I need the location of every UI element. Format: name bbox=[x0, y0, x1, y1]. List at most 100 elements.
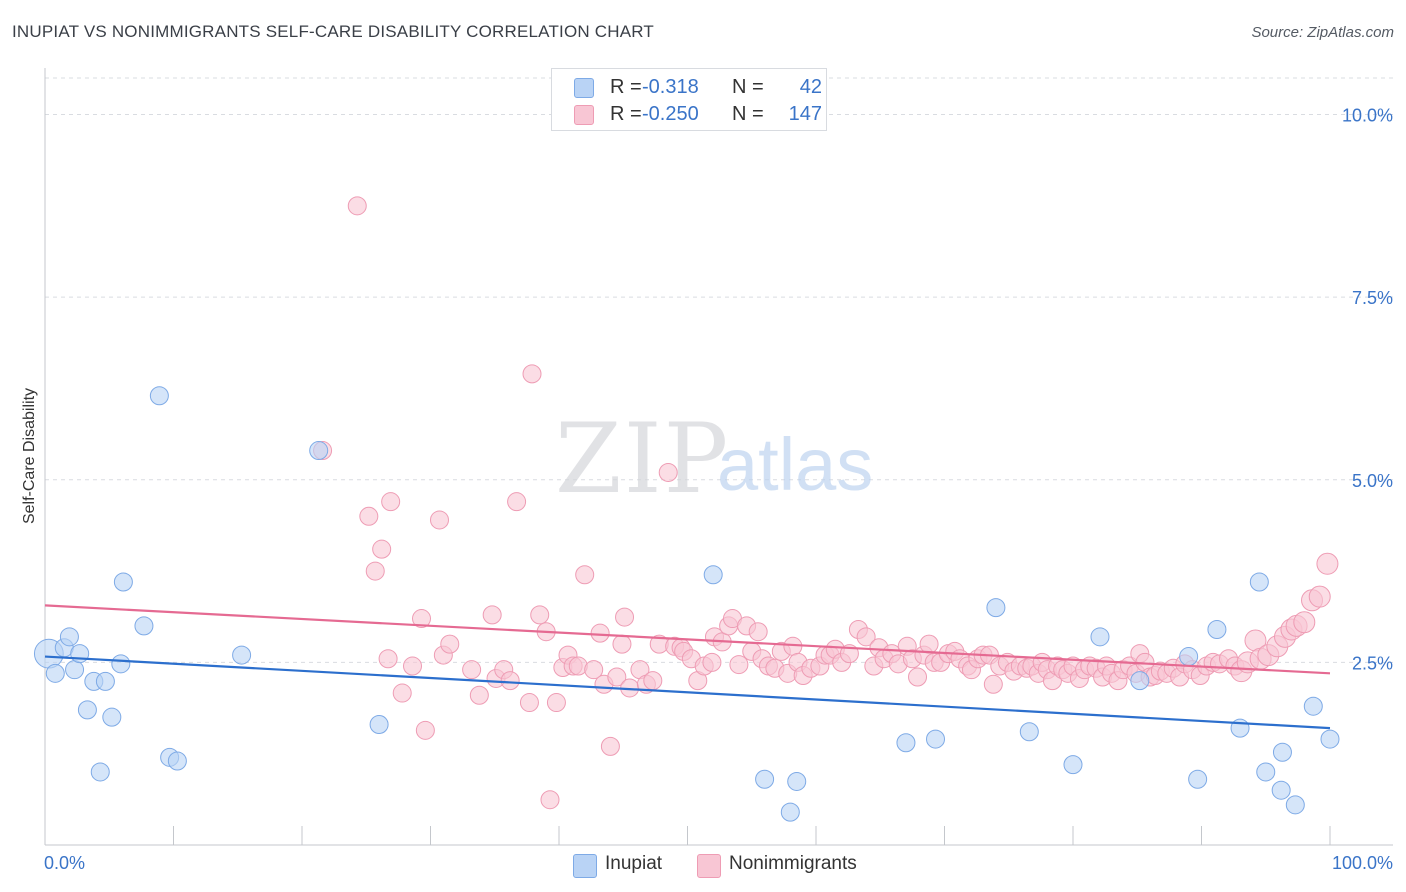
inupiat-point bbox=[896, 733, 916, 753]
inupiat-point bbox=[1272, 742, 1292, 762]
inupiat-point bbox=[755, 769, 775, 789]
inupiat-point bbox=[703, 565, 723, 585]
inupiat-point bbox=[95, 671, 115, 691]
inupiat-point bbox=[1090, 627, 1110, 647]
y-tick-label: 7.5% bbox=[1352, 288, 1393, 308]
inupiat-point bbox=[1285, 795, 1305, 815]
nonimmigrants-point bbox=[507, 492, 527, 512]
inupiat-point bbox=[1303, 696, 1323, 716]
nonimmigrants-point bbox=[365, 561, 385, 581]
nonimmigrants-point bbox=[429, 510, 449, 530]
y-tick-labels: 2.5% 5.0% 7.5% 10.0% bbox=[1342, 106, 1393, 674]
nonimmigrants-point bbox=[908, 667, 928, 687]
inupiat-point bbox=[90, 762, 110, 782]
n-value: 42 bbox=[799, 76, 822, 98]
nonimmigrants-point bbox=[607, 667, 627, 687]
nonimmigrants-point bbox=[1293, 611, 1316, 634]
inupiat-trend-line bbox=[44, 655, 1331, 730]
nonimmigrants-point bbox=[658, 462, 678, 482]
r-value: -0.318 bbox=[642, 76, 699, 98]
inupiat-point bbox=[1249, 572, 1269, 592]
nonimmigrants-swatch bbox=[697, 854, 721, 878]
nonimmigrants-point bbox=[983, 674, 1003, 694]
legend-label: Inupiat bbox=[605, 853, 663, 874]
inupiat-point bbox=[1271, 780, 1291, 800]
nonimmigrants-point bbox=[612, 634, 632, 654]
nonimmigrants-point bbox=[381, 492, 401, 512]
r-value: -0.250 bbox=[642, 103, 699, 125]
legend-label: Nonimmigrants bbox=[729, 853, 857, 874]
y-tick-label: 2.5% bbox=[1352, 653, 1393, 673]
nonimmigrants-point bbox=[412, 609, 432, 629]
n-label: N = bbox=[732, 103, 764, 125]
inupiat-point bbox=[113, 572, 133, 592]
nonimmigrants-swatch bbox=[574, 105, 594, 125]
inupiat-point bbox=[1188, 769, 1208, 789]
inupiat-point bbox=[77, 700, 97, 720]
nonimmigrants-point bbox=[347, 196, 367, 216]
nonimmigrants-point bbox=[522, 364, 542, 384]
inupiat-point bbox=[167, 751, 187, 771]
inupiat-point bbox=[1019, 722, 1039, 742]
inupiat-point bbox=[232, 645, 252, 665]
n-label: N = bbox=[732, 76, 764, 98]
nonimmigrants-point bbox=[392, 683, 412, 703]
nonimmigrants-point bbox=[359, 506, 379, 526]
inupiat-point bbox=[134, 616, 154, 636]
x-ticks bbox=[44, 826, 1331, 845]
inupiat-points bbox=[33, 386, 1340, 822]
inupiat-swatch bbox=[573, 854, 597, 878]
inupiat-point bbox=[111, 654, 131, 674]
nonimmigrants-point bbox=[919, 634, 939, 654]
x-tick-label-min: 0.0% bbox=[44, 853, 85, 873]
inupiat-point bbox=[1320, 729, 1340, 749]
inupiat-point bbox=[1256, 762, 1276, 782]
nonimmigrants-point bbox=[546, 693, 566, 713]
nonimmigrants-point bbox=[540, 790, 560, 810]
nonimmigrants-point bbox=[462, 660, 482, 680]
inupiat-point bbox=[780, 802, 800, 822]
nonimmigrants-point bbox=[530, 605, 550, 625]
chart-title: INUPIAT VS NONIMMIGRANTS SELF-CARE DISAB… bbox=[12, 22, 655, 41]
y-tick-label: 5.0% bbox=[1352, 471, 1393, 491]
inupiat-point bbox=[926, 729, 946, 749]
nonimmigrants-point bbox=[600, 736, 620, 756]
inupiat-point bbox=[1130, 671, 1150, 691]
nonimmigrants-point bbox=[748, 622, 768, 642]
inupiat-swatch bbox=[574, 78, 594, 98]
series-legend: Inupiat Nonimmigrants bbox=[0, 852, 1406, 878]
nonimmigrants-point bbox=[403, 656, 423, 676]
nonimmigrants-point bbox=[519, 693, 539, 713]
inupiat-point bbox=[45, 663, 65, 683]
nonimmigrants-point bbox=[643, 671, 663, 691]
nonimmigrants-point bbox=[500, 671, 520, 691]
nonimmigrants-point bbox=[590, 623, 610, 643]
inupiat-point bbox=[1179, 647, 1199, 667]
r-label: R = bbox=[610, 76, 642, 98]
x-tick-label-max: 100.0% bbox=[1332, 853, 1393, 873]
inupiat-point bbox=[369, 714, 389, 734]
nonimmigrants-point bbox=[575, 565, 595, 585]
inupiat-point bbox=[149, 386, 169, 406]
correlation-legend: R = -0.318 N = 42 R = -0.250 N = 147 bbox=[551, 68, 827, 131]
watermark-atlas: atlas bbox=[717, 423, 873, 506]
axes bbox=[44, 68, 1393, 846]
inupiat-point bbox=[59, 627, 79, 647]
inupiat-point bbox=[102, 707, 122, 727]
nonimmigrants-trend-line bbox=[44, 604, 1331, 675]
nonimmigrants-point bbox=[482, 605, 502, 625]
inupiat-point bbox=[1207, 620, 1227, 640]
nonimmigrants-point bbox=[1316, 552, 1339, 575]
nonimmigrants-point bbox=[372, 539, 392, 559]
source-label: Source: ZipAtlas.com bbox=[1251, 24, 1394, 41]
nonimmigrants-point bbox=[378, 649, 398, 669]
inupiat-point bbox=[986, 598, 1006, 618]
nonimmigrants-point bbox=[615, 607, 635, 627]
nonimmigrants-point bbox=[440, 634, 460, 654]
nonimmigrants-point bbox=[469, 685, 489, 705]
nonimmigrants-point bbox=[1308, 585, 1331, 608]
nonimmigrants-point bbox=[702, 652, 722, 672]
y-tick-label: 10.0% bbox=[1342, 106, 1393, 126]
inupiat-point bbox=[787, 771, 807, 791]
